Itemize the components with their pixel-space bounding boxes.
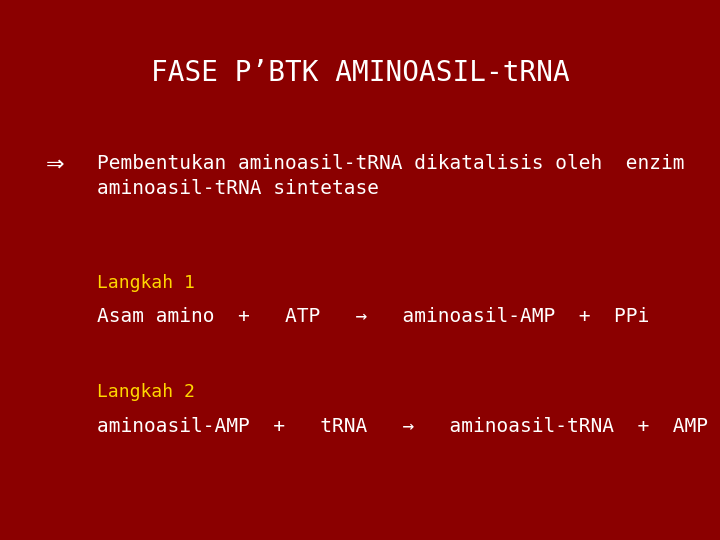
Text: ⇒: ⇒: [45, 155, 64, 175]
Text: FASE P’BTK AMINOASIL-tRNA: FASE P’BTK AMINOASIL-tRNA: [150, 59, 570, 87]
Text: aminoasil-tRNA sintetase: aminoasil-tRNA sintetase: [97, 179, 379, 198]
Text: Langkah 2: Langkah 2: [97, 383, 195, 401]
Text: Pembentukan aminoasil-tRNA dikatalisis oleh  enzim: Pembentukan aminoasil-tRNA dikatalisis o…: [97, 154, 685, 173]
Text: Asam amino  +   ATP   →   aminoasil-AMP  +  PPi: Asam amino + ATP → aminoasil-AMP + PPi: [97, 307, 649, 326]
Text: aminoasil-AMP  +   tRNA   →   aminoasil-tRNA  +  AMP: aminoasil-AMP + tRNA → aminoasil-tRNA + …: [97, 417, 708, 436]
Text: Langkah 1: Langkah 1: [97, 274, 195, 292]
